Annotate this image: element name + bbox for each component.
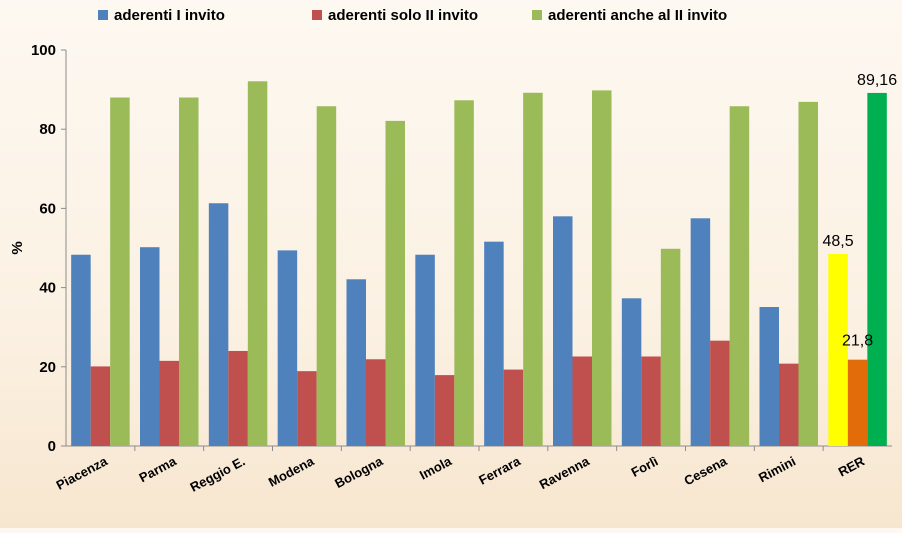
bar-cesena-s2 — [710, 340, 730, 446]
bar-ravenna-s2 — [572, 356, 592, 446]
bar-piacenza-s2 — [90, 366, 111, 446]
x-tick-label: RER — [836, 453, 868, 479]
x-tick-label: Piacenza — [54, 453, 111, 493]
bar-parma-s3 — [179, 97, 199, 447]
x-tick-label: Ferrara — [476, 453, 523, 488]
x-tick-label: Modena — [266, 453, 317, 490]
legend-swatch — [98, 10, 108, 20]
bar-parma-s1 — [140, 247, 160, 446]
y-tick-label: 60 — [39, 200, 56, 217]
bar-modena-s2 — [297, 371, 317, 446]
bar-cesena-s3 — [729, 106, 750, 447]
bar-imola-s2 — [434, 375, 455, 446]
bar-ferrara-s3 — [523, 92, 543, 446]
bar-imola-s3 — [454, 100, 474, 447]
y-tick-label: 100 — [31, 42, 56, 59]
bar-rimini-s1 — [759, 307, 779, 446]
data-label: 89,16 — [857, 72, 897, 89]
legend: aderenti I invito aderenti solo II invito… — [98, 7, 727, 24]
bar-forl--s1 — [621, 298, 642, 446]
x-tick-label: Forlì — [629, 453, 661, 479]
bar-imola-s1 — [415, 254, 435, 446]
data-label: 21,8 — [842, 333, 873, 350]
x-tick-label: Rimini — [756, 453, 798, 485]
bar-ravenna-s1 — [553, 216, 573, 446]
bar-bologna-s2 — [366, 359, 386, 446]
data-label: 48,5 — [823, 233, 854, 250]
y-axis-title: % — [9, 241, 26, 254]
x-tick-label: Cesena — [681, 453, 730, 488]
legend-swatch — [312, 10, 322, 20]
bar-rimini-s3 — [798, 101, 818, 446]
bar-parma-s2 — [159, 360, 179, 446]
bar-rimini-s2 — [779, 363, 799, 446]
bar-ferrara-s2 — [503, 369, 524, 446]
y-tick-label: 40 — [39, 280, 56, 297]
bar-rer-s1 — [828, 253, 848, 446]
bar-piacenza-s1 — [71, 254, 91, 446]
legend-swatch — [532, 10, 542, 20]
y-tick-label: 80 — [39, 121, 56, 138]
y-tick-label: 20 — [39, 359, 56, 376]
x-tick-label: Imola — [417, 453, 455, 483]
x-tick-label: Bologna — [332, 453, 386, 491]
bar-piacenza-s3 — [110, 97, 130, 447]
bar-reggio-e--s2 — [228, 350, 248, 446]
bar-cesena-s1 — [690, 218, 711, 446]
x-tick-label: Parma — [137, 453, 180, 485]
bar-rer-s3 — [867, 92, 887, 447]
y-tick-label: 0 — [48, 438, 56, 455]
bar-rer-s2 — [847, 359, 868, 446]
legend-label: aderenti anche al II invito — [548, 7, 727, 24]
bars — [71, 81, 887, 447]
bar-bologna-s1 — [346, 279, 366, 446]
x-tick-label: Reggio E. — [188, 453, 248, 494]
bar-ravenna-s3 — [592, 90, 612, 446]
x-tick-label: Ravenna — [537, 453, 593, 492]
bar-modena-s3 — [316, 106, 337, 447]
bar-forl--s3 — [660, 248, 681, 446]
bar-ferrara-s1 — [484, 241, 504, 446]
bar-forl--s2 — [641, 356, 661, 446]
legend-label: aderenti solo II invito — [328, 7, 478, 24]
bar-modena-s1 — [277, 250, 298, 446]
axes: 0 20 40 60 80 100% — [9, 42, 892, 455]
legend-label: aderenti I invito — [114, 7, 225, 24]
bar-reggio-e--s1 — [208, 203, 229, 446]
bar-bologna-s3 — [385, 120, 405, 446]
bar-reggio-e--s3 — [247, 81, 268, 446]
